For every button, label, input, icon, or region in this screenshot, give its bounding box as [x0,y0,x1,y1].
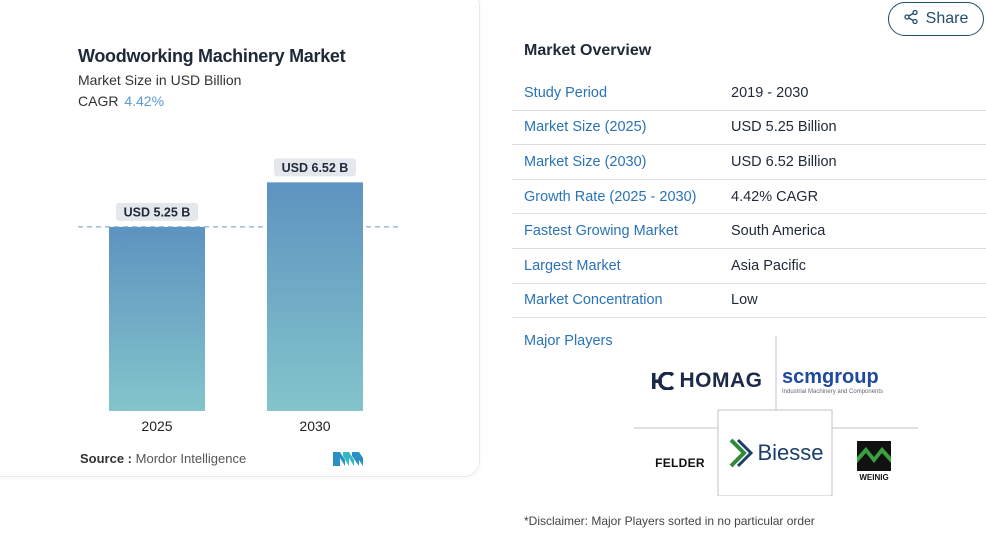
felder-logo: FELDER [642,454,718,472]
scm-tagline: Industrial Machinery and Components [782,389,884,395]
biesse-text: Biesse [757,440,824,465]
overview-key: Growth Rate (2025 - 2030) [524,188,697,205]
category-label: 2030 [299,418,330,434]
data-label-bg [116,202,198,221]
cagr-value: 4.42% [124,93,165,109]
biesse-logo: Biesse [722,436,830,470]
homag-mark-icon [651,372,674,390]
major-players-grid: HOMAG scmgroup Industrial Machinery and … [634,336,918,496]
overview-row: Fastest Growing Market South America [512,214,986,249]
overview-row: Largest Market Asia Pacific [512,249,986,284]
felder-text: FELDER [655,456,705,470]
overview-key: Market Size (2025) [524,119,647,136]
overview-row: Study Period 2019 - 2030 [512,76,986,111]
overview-key: Market Concentration [524,292,663,309]
cagr: CAGR 4.42% [78,93,164,109]
weinig-text: WEINIG [859,472,889,482]
scm-text: scmgroup [782,366,879,388]
data-label: USD 5.25 B [124,205,191,219]
overview-value: USD 6.52 Billion [731,153,837,170]
share-label: Share [925,10,969,27]
bar-2025 [109,226,205,411]
overview-value: South America [731,223,826,240]
overview-row: Market Size (2025) USD 5.25 Billion [512,111,986,146]
chart-title: Woodworking Machinery Market [78,46,346,66]
major-players-title: Major Players [524,333,613,349]
homag-text: HOMAG [679,369,763,392]
overview-value: 4.42% CAGR [731,188,819,205]
data-label: USD 6.52 B [282,161,349,175]
weinig-logo: WEINIG [848,438,900,484]
mordor-logo-icon [333,450,363,471]
overview-key: Market Size (2030) [524,153,647,170]
homag-logo: HOMAG [640,368,774,394]
biesse-mark-icon [730,438,754,468]
overview-row: Market Size (2030) USD 6.52 Billion [512,145,986,180]
category-label: 2025 [141,418,172,434]
overview-row: Market Concentration Low [512,284,986,319]
source-value: Mordor Intelligence [135,451,247,466]
share-icon [903,9,918,29]
bar-chart: USD 5.25 B 2025 USD 6.52 B 2030 [78,158,398,434]
overview-value: Low [731,292,758,309]
market-overview-title: Market Overview [524,42,652,59]
share-button[interactable]: Share [888,2,984,36]
data-label-bg [274,158,356,177]
bar-2030 [267,182,363,411]
weinig-mark-icon [857,440,891,471]
players-grid-lines [634,336,918,496]
overview-row: Growth Rate (2025 - 2030) 4.42% CAGR [512,180,986,215]
chart-subtitle: Market Size in USD Billion [78,72,242,88]
chart-card [0,0,480,477]
overview-value: 2019 - 2030 [731,84,809,101]
scm-group-logo: scmgroup Industrial Machinery and Compon… [782,364,912,398]
overview-key: Study Period [524,84,608,101]
overview-value: Asia Pacific [731,257,806,274]
overview-value: USD 5.25 Billion [731,119,837,136]
overview-key: Fastest Growing Market [524,223,678,240]
disclaimer: *Disclaimer: Major Players sorted in no … [524,514,815,528]
source-label: Source : [80,451,133,466]
cagr-label: CAGR [78,93,119,109]
source: Source : Mordor Intelligence [80,451,246,466]
market-overview-table: Study Period 2019 - 2030 Market Size (20… [512,76,986,319]
overview-key: Largest Market [524,257,621,274]
